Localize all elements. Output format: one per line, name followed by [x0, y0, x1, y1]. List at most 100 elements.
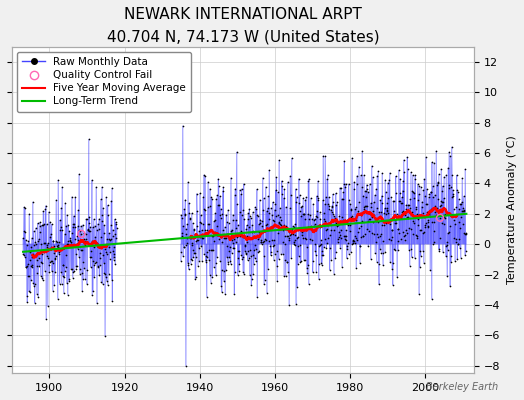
Point — [423, 209, 431, 215]
Point — [336, 226, 345, 233]
Point — [362, 186, 370, 192]
Point — [240, 270, 248, 277]
Point — [303, 264, 311, 271]
Point — [245, 224, 253, 230]
Point — [448, 171, 456, 178]
Point — [35, 236, 43, 242]
Point — [49, 288, 57, 294]
Point — [284, 268, 292, 275]
Point — [300, 211, 308, 217]
Point — [226, 258, 234, 264]
Point — [29, 251, 37, 257]
Point — [79, 258, 87, 265]
Point — [92, 226, 101, 233]
Point — [421, 220, 430, 227]
Point — [73, 244, 81, 250]
Point — [233, 255, 242, 261]
Point — [182, 226, 191, 232]
Point — [267, 223, 276, 229]
Point — [451, 221, 459, 227]
Point — [346, 249, 355, 255]
Point — [452, 204, 461, 210]
Point — [296, 242, 304, 248]
Point — [334, 222, 342, 228]
Point — [450, 212, 458, 218]
Point — [201, 173, 210, 180]
Point — [348, 155, 356, 161]
Point — [388, 266, 396, 272]
Point — [346, 222, 354, 228]
Point — [355, 163, 363, 170]
Point — [243, 257, 252, 264]
Point — [308, 215, 316, 222]
Point — [26, 288, 35, 295]
Point — [456, 225, 464, 231]
Point — [183, 221, 192, 228]
Point — [374, 168, 383, 175]
Point — [205, 271, 214, 278]
Point — [324, 200, 332, 207]
Point — [298, 229, 306, 235]
Point — [336, 244, 344, 251]
Point — [377, 250, 386, 257]
Point — [88, 177, 96, 183]
Point — [177, 258, 185, 264]
Point — [285, 236, 293, 243]
Point — [75, 227, 84, 233]
Point — [384, 195, 392, 201]
Point — [56, 226, 64, 233]
Point — [271, 200, 280, 207]
Point — [295, 199, 303, 206]
Point — [441, 214, 449, 221]
Point — [31, 239, 39, 246]
Point — [111, 216, 119, 222]
Point — [88, 292, 96, 299]
Point — [198, 227, 206, 234]
Point — [178, 230, 187, 237]
Point — [272, 174, 280, 180]
Point — [311, 248, 319, 254]
Point — [20, 253, 29, 260]
Point — [373, 173, 381, 179]
Point — [83, 267, 92, 274]
Point — [228, 226, 236, 233]
Point — [110, 251, 118, 258]
Point — [261, 184, 270, 190]
Point — [258, 223, 266, 229]
Point — [405, 202, 413, 208]
Point — [207, 279, 215, 286]
Point — [294, 176, 303, 182]
Point — [323, 240, 332, 246]
Point — [97, 218, 106, 225]
Point — [400, 168, 409, 175]
Point — [72, 266, 81, 272]
Point — [230, 236, 238, 242]
Point — [109, 233, 117, 240]
Point — [57, 269, 65, 275]
Point — [353, 237, 362, 243]
Point — [61, 268, 69, 274]
Point — [386, 170, 394, 176]
Point — [376, 197, 385, 204]
Point — [429, 183, 437, 190]
Point — [270, 206, 279, 213]
Point — [221, 290, 230, 297]
Point — [53, 239, 61, 245]
Point — [424, 216, 433, 223]
Point — [314, 197, 322, 204]
Point — [205, 257, 213, 264]
Point — [420, 229, 428, 235]
Point — [433, 181, 441, 188]
Point — [391, 217, 399, 223]
Point — [244, 248, 252, 254]
Point — [431, 203, 440, 209]
Point — [299, 194, 308, 201]
Point — [419, 187, 428, 194]
Point — [291, 186, 300, 192]
Point — [405, 214, 413, 220]
Point — [290, 224, 298, 230]
Point — [379, 262, 387, 268]
Point — [398, 200, 407, 207]
Point — [374, 233, 383, 240]
Point — [221, 224, 229, 230]
